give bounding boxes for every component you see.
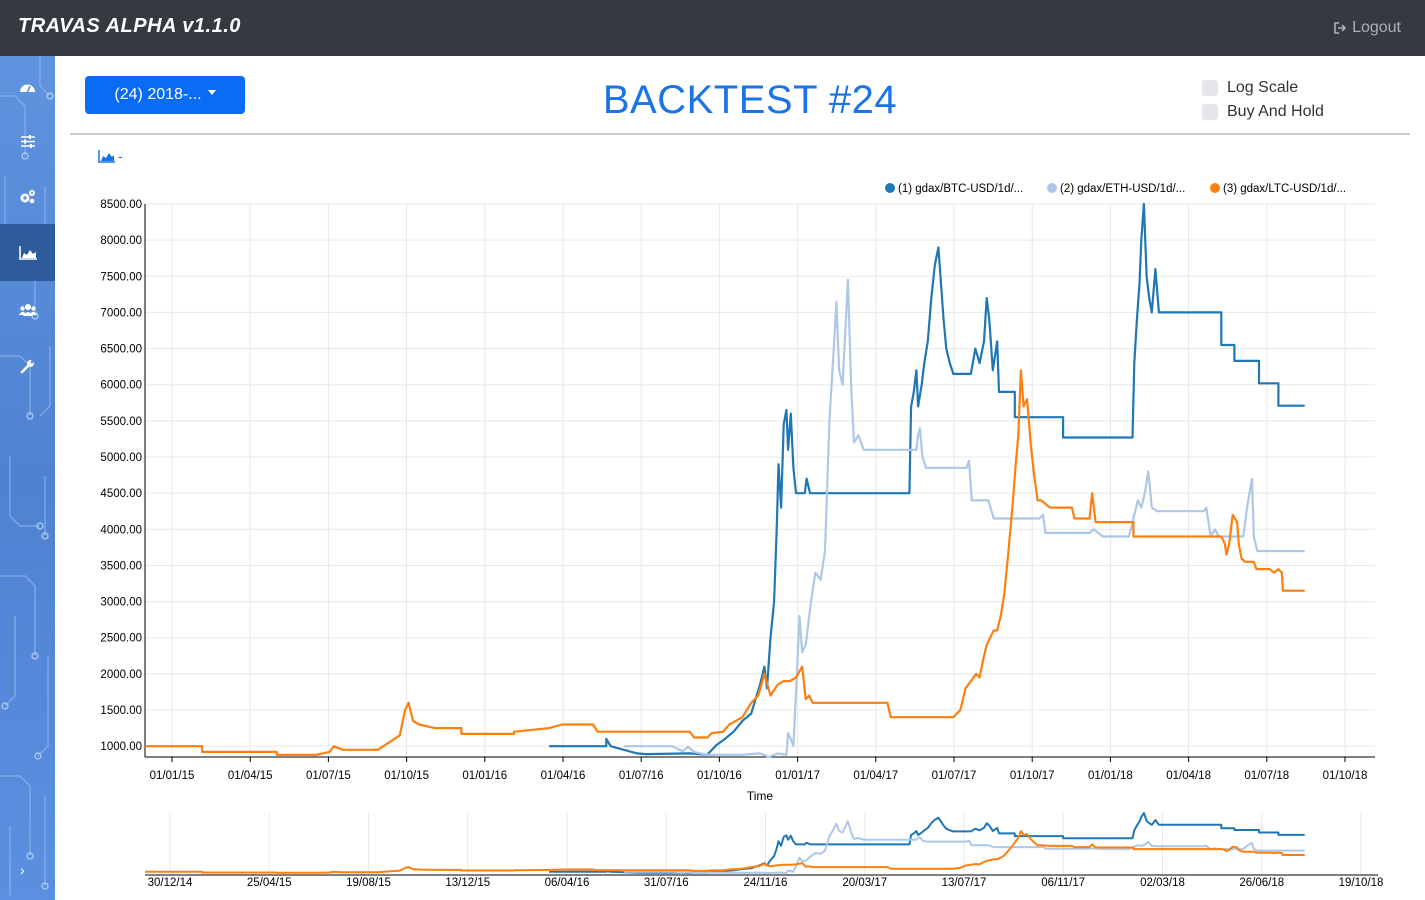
buy-and-hold-checkbox[interactable]: [1202, 104, 1218, 120]
navigator-tick-label: 02/03/18: [1140, 877, 1185, 889]
x-tick-label: 01/04/15: [228, 770, 273, 782]
y-tick-label: 4000.00: [100, 524, 142, 536]
buy-and-hold-option[interactable]: Buy And Hold: [1202, 103, 1324, 121]
y-tick-label: 1500.00: [100, 705, 142, 717]
sidebar-item-configuration[interactable]: [0, 168, 55, 225]
y-tick-label: 2500.00: [100, 633, 142, 645]
y-tick-label: 3000.00: [100, 597, 142, 609]
y-tick-label: 4500.00: [100, 488, 142, 500]
legend-label: (3) gdax/LTC-USD/1d/...: [1223, 183, 1346, 195]
legend-swatch: [1047, 183, 1057, 193]
y-tick-label: 1000.00: [100, 741, 142, 753]
users-icon: [18, 303, 37, 316]
area-chart-icon: [18, 245, 37, 260]
x-axis-label: Time: [747, 789, 774, 803]
navigator-line-2: [623, 820, 1305, 874]
backtest-select-label: (24) 2018-...: [114, 86, 202, 103]
y-tick-label: 2000.00: [100, 669, 142, 681]
logout-label: Logout: [1352, 19, 1401, 36]
x-tick-label: 01/01/15: [150, 770, 195, 782]
navigator-tick-label: 19/10/18: [1339, 877, 1384, 889]
backtest-select-button[interactable]: (24) 2018-...: [85, 76, 245, 114]
header-divider: [70, 133, 1410, 135]
navigator-tick-label: 25/04/15: [247, 877, 292, 889]
navigator-tick-label: 30/12/14: [148, 877, 193, 889]
navigator-tick-label: 24/11/16: [744, 877, 788, 889]
sidebar-collapse-chevron[interactable]: ›: [20, 862, 25, 878]
x-tick-label: 01/10/18: [1323, 770, 1368, 782]
legend-label: (1) gdax/BTC-USD/1d/...: [898, 183, 1023, 195]
top-navbar: TRAVAS ALPHA v1.1.0 Logout: [0, 0, 1425, 56]
x-tick-label: 01/10/17: [1010, 770, 1055, 782]
x-tick-label: 01/04/16: [541, 770, 586, 782]
navigator-tick-label: 19/08/15: [346, 877, 391, 889]
x-tick-label: 01/01/17: [775, 770, 820, 782]
log-scale-checkbox[interactable]: [1202, 80, 1218, 96]
x-tick-label: 01/04/17: [853, 770, 898, 782]
chart-type-suffix: -: [118, 148, 123, 164]
legend-item-2[interactable]: (2) gdax/ETH-USD/1d/...: [1047, 183, 1185, 195]
logout-button[interactable]: Logout: [1334, 19, 1401, 37]
navigator-tick-label: 06/11/17: [1041, 877, 1085, 889]
navigator-tick-label: 13/12/15: [445, 877, 490, 889]
dashboard-icon: [20, 84, 35, 92]
navigator-tick-label: 20/03/17: [842, 877, 887, 889]
sidebar-item-dashboard[interactable]: [0, 58, 55, 115]
navigator-tick-label: 13/07/17: [942, 877, 987, 889]
sidebar-item-settings[interactable]: [0, 113, 55, 170]
sidebar: ›: [0, 56, 55, 900]
x-tick-label: 01/07/16: [619, 770, 664, 782]
y-tick-label: 5000.00: [100, 452, 142, 464]
app-title: TRAVAS ALPHA v1.1.0: [18, 15, 241, 37]
gears-icon: [20, 190, 35, 204]
wrench-icon: [20, 360, 34, 374]
y-tick-label: 7500.00: [100, 271, 142, 283]
page-title: BACKTEST #24: [602, 78, 898, 122]
y-tick-label: 3500.00: [100, 560, 142, 572]
sliders-icon: [20, 135, 35, 148]
legend-label: (2) gdax/ETH-USD/1d/...: [1060, 183, 1185, 195]
x-tick-label: 01/01/16: [462, 770, 507, 782]
navigator-tick-label: 26/06/18: [1239, 877, 1284, 889]
y-tick-label: 8000.00: [100, 235, 142, 247]
series-line-1: [549, 202, 1305, 756]
y-tick-label: 7000.00: [100, 307, 142, 319]
legend-swatch: [1210, 183, 1220, 193]
x-tick-label: 01/01/18: [1088, 770, 1133, 782]
area-chart-icon: [98, 149, 115, 163]
y-tick-label: 6000.00: [100, 380, 142, 392]
x-tick-label: 01/04/18: [1166, 770, 1211, 782]
series-line-3: [145, 369, 1305, 756]
navigator-tick-label: 06/04/16: [545, 877, 590, 889]
x-tick-label: 01/07/18: [1244, 770, 1289, 782]
navigator-brush[interactable]: [145, 812, 1362, 875]
gridlines: [145, 203, 1375, 757]
navigator-tick-label: 31/07/16: [644, 877, 689, 889]
chart-type-toggle[interactable]: -: [98, 148, 123, 164]
x-tick-label: 01/10/15: [384, 770, 429, 782]
log-scale-label: Log Scale: [1227, 79, 1299, 96]
navigator-line-1: [549, 812, 1305, 874]
sidebar-item-users[interactable]: [0, 281, 55, 338]
caret-down-icon: [207, 89, 216, 95]
legend-item-1[interactable]: (1) gdax/BTC-USD/1d/...: [885, 183, 1023, 195]
legend-item-3[interactable]: (3) gdax/LTC-USD/1d/...: [1210, 183, 1346, 195]
legend-swatch: [885, 183, 895, 193]
navigator-line-3: [145, 830, 1305, 874]
series-line-2: [623, 278, 1305, 759]
log-scale-option[interactable]: Log Scale: [1202, 79, 1298, 97]
sidebar-item-tools[interactable]: [0, 338, 55, 395]
main-content: (24) 2018-... BACKTEST #24 Log Scale Buy…: [55, 56, 1425, 900]
y-tick-label: 6500.00: [100, 344, 142, 356]
y-tick-label: 5500.00: [100, 416, 142, 428]
sidebar-item-backtest-chart[interactable]: [0, 224, 55, 281]
x-tick-label: 01/07/17: [932, 770, 977, 782]
y-tick-label: 8500.00: [100, 199, 142, 211]
buy-and-hold-label: Buy And Hold: [1227, 103, 1324, 120]
x-tick-label: 01/07/15: [306, 770, 351, 782]
sign-out-icon: [1334, 22, 1347, 34]
x-tick-label: 01/10/16: [697, 770, 742, 782]
